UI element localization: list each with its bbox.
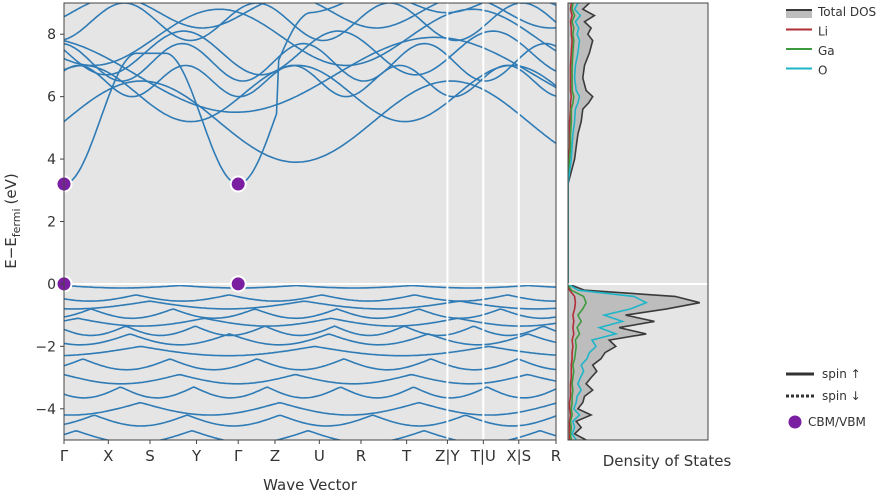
valence-band-line [64, 386, 556, 399]
upper-conduction-band-line [64, 64, 556, 123]
x-tick-label: U [314, 447, 325, 465]
valence-band-line [64, 325, 556, 337]
dos-axis-title: Density of States [603, 452, 732, 470]
dos-series-line [568, 3, 577, 440]
valence-band-line [64, 373, 556, 385]
y-axis-title-main: E−E [2, 237, 20, 269]
y-axis-title-sub: fermi [10, 208, 23, 237]
x-tick-label: X|S [506, 447, 531, 465]
upper-conduction-band-line [64, 36, 556, 113]
y-tick-label: 6 [47, 90, 56, 106]
upper-conduction-band-line [64, 64, 556, 98]
valence-band-line [64, 308, 556, 320]
y-tick-label: 0 [47, 277, 56, 293]
x-tick-label: S [145, 447, 155, 465]
x-tick-label: Γ [60, 447, 69, 465]
valence-band-line [64, 333, 556, 346]
cbm-vbm-marker [229, 175, 247, 193]
x-tick-label: T|U [470, 447, 496, 465]
y-tick-label: −4 [35, 402, 56, 418]
y-axis-title: E−Efermi (eV) [2, 173, 23, 268]
dos-series-line [568, 3, 587, 440]
y-tick-label: 4 [47, 152, 56, 168]
x-tick-label: X [103, 447, 113, 465]
band-lines [64, 3, 556, 440]
x-tick-label: Z [270, 447, 280, 465]
x-tick-label: T [401, 447, 412, 465]
conduction-band-line [64, 3, 556, 185]
legend-label: Ga [818, 44, 835, 58]
band-plot-background [64, 3, 556, 440]
dos-panel: Density of States [567, 2, 732, 470]
upper-conduction-band-line [64, 42, 556, 82]
total-dos-area [568, 3, 700, 440]
dos-series-line [568, 3, 700, 440]
legend-label: Li [818, 25, 828, 39]
valence-band-line [64, 294, 556, 302]
dos-plot-frame [567, 2, 709, 441]
path-break-lines [446, 3, 520, 440]
valence-band-line [64, 345, 556, 357]
y-tick-label: −2 [35, 339, 56, 355]
valence-band-line [64, 300, 556, 310]
x-axis-title: Wave Vector [263, 476, 358, 492]
y-axis-title-unit: (eV) [2, 173, 20, 204]
legend-swatch-area [786, 10, 812, 18]
y-tick-label: 8 [47, 27, 56, 43]
x-tick-label: Y [191, 447, 202, 465]
valence-band-line [64, 414, 556, 427]
valence-band-line [64, 401, 556, 416]
legend-label: Total DOS [817, 5, 876, 19]
legend-spin-label: spin ↓ [822, 389, 861, 403]
y-tick-label: 2 [47, 215, 56, 231]
upper-conduction-band-line [64, 3, 556, 42]
legend-label: O [818, 64, 827, 78]
x-tick-label: R [551, 447, 561, 465]
y-axis-ticks: −4 −2 0 2 4 6 8 [35, 27, 64, 418]
legend-cbm-vbm-marker [786, 413, 804, 431]
band-panel: −4 −2 0 2 4 6 8 Γ X S Y Γ Z U R T Z|Y T|U X|S R Wave Vecto… [2, 2, 561, 492]
dos-series-line [568, 3, 649, 440]
upper-conduction-band-line [64, 8, 556, 67]
cbm-vbm-marker [229, 275, 247, 293]
x-axis-ticks: Γ X S Y Γ Z U R T Z|Y T|U X|S R [60, 440, 561, 465]
x-tick-label: Z|Y [435, 447, 460, 465]
dos-curves [568, 3, 700, 440]
x-tick-label: R [356, 447, 366, 465]
upper-conduction-band-line [64, 3, 556, 29]
legend-spin-label: spin ↑ [822, 367, 861, 381]
valence-band-line [64, 317, 556, 327]
valence-band-line [64, 358, 556, 371]
valence-band-line [64, 284, 556, 289]
x-tick-label: Γ [234, 447, 243, 465]
legend-cbm-vbm-label: CBM/VBM [808, 415, 866, 429]
valence-band-line [64, 429, 556, 440]
